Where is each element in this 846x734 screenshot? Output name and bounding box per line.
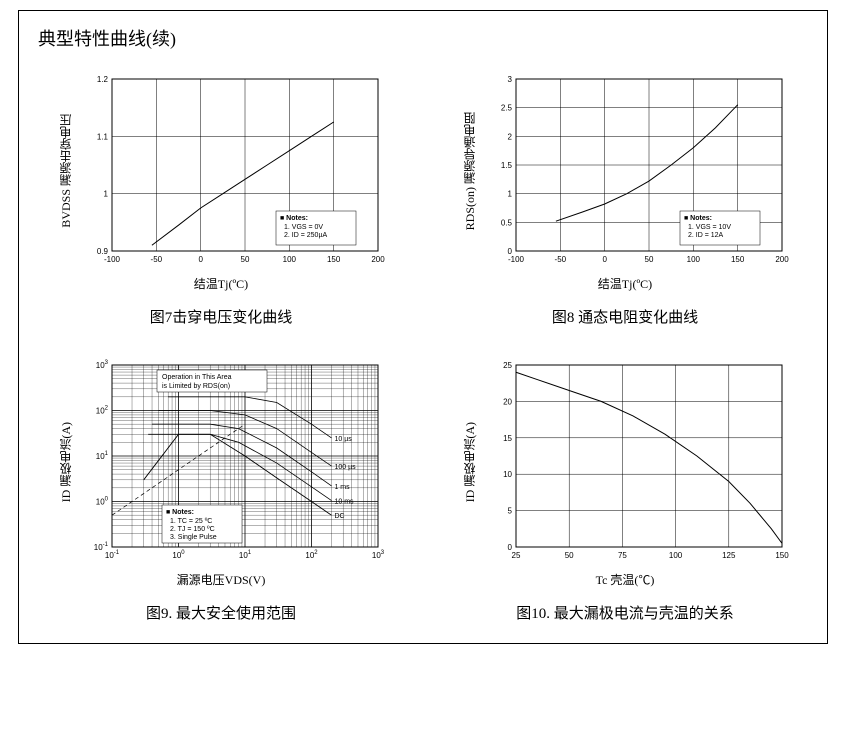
fig7-xlabel: 结温Tj(ºC) [194, 275, 248, 292]
fig9-cell: ID 漏极电流(A) 10-110010110210310-1100101102… [34, 357, 408, 623]
chart-grid: BVDSS 漏源击穿电压 -100-500501001502000.911.11… [34, 71, 812, 623]
svg-text:0.9: 0.9 [96, 247, 108, 256]
svg-text:1 ms: 1 ms [334, 484, 350, 491]
svg-text:2. ID = 12A: 2. ID = 12A [688, 232, 724, 239]
fig9-xlabel: 漏源电压VDS(V) [177, 571, 266, 588]
svg-text:100 µs: 100 µs [334, 464, 356, 471]
svg-text:DC: DC [334, 513, 344, 520]
svg-text:1.2: 1.2 [96, 75, 108, 84]
svg-text:103: 103 [371, 550, 384, 560]
fig7-chart: -100 -50 0 50 100 150 200 0.9 1 1.1 1.2 ■ Notes: 1. … [76, 71, 386, 271]
svg-text:2.5: 2.5 [500, 104, 512, 113]
svg-text:is Limited by RDS(on): is Limited by RDS(on) [162, 383, 230, 390]
svg-text:2. ID = 250µA: 2. ID = 250µA [284, 232, 327, 239]
svg-text:10-1: 10-1 [104, 550, 119, 560]
svg-text:150: 150 [730, 255, 744, 264]
svg-text:1.1: 1.1 [96, 132, 108, 141]
fig7-ylabel: BVDSS 漏源击穿电压 [57, 114, 74, 228]
svg-text:100: 100 [668, 551, 682, 560]
fig10-cell: ID 漏极电流(A) 25 50 75 100 125 150 0 5 10 15 20 25 Tc … [438, 357, 812, 623]
svg-text:Operation in This Area: Operation in This Area [162, 374, 232, 381]
svg-text:10: 10 [503, 470, 512, 479]
svg-text:2. TJ = 150 ºC: 2. TJ = 150 ºC [170, 526, 215, 533]
fig10-chart: 25 50 75 100 125 150 0 5 10 15 20 25 [480, 357, 790, 567]
svg-text:1: 1 [103, 190, 108, 199]
svg-text:-100: -100 [103, 255, 120, 264]
svg-text:3: 3 [507, 75, 512, 84]
svg-text:-50: -50 [554, 255, 566, 264]
fig7-cell: BVDSS 漏源击穿电压 -100 -50 0 50 100 150 200 0.9 1 1.1 1… [34, 71, 408, 327]
fig9-caption: 图9. 最大安全使用范围 [146, 602, 296, 623]
fig9-ylabel: ID 漏极电流(A) [57, 422, 74, 502]
fig7-caption: 图7击穿电压变化曲线 [150, 306, 293, 327]
svg-text:5: 5 [507, 507, 512, 516]
svg-text:101: 101 [238, 550, 251, 560]
svg-text:102: 102 [305, 550, 318, 560]
svg-text:75: 75 [617, 551, 626, 560]
fig8-ylabel: RDS(on) 漏源导通电阻 [461, 112, 478, 230]
svg-text:100: 100 [686, 255, 700, 264]
svg-text:0: 0 [507, 543, 512, 552]
svg-text:50: 50 [644, 255, 653, 264]
fig8-chart: -100 -50 0 50 100 150 200 0 0.5 1 1.5 2 2.5 3 ■ Notes:… [480, 71, 790, 271]
svg-text:50: 50 [240, 255, 249, 264]
svg-text:10 ms: 10 ms [334, 499, 354, 506]
fig10-caption: 图10. 最大漏极电流与壳温的关系 [516, 602, 734, 623]
svg-text:3. Single Pulse: 3. Single Pulse [170, 534, 217, 541]
svg-text:-100: -100 [507, 255, 524, 264]
svg-text:103: 103 [95, 360, 108, 370]
svg-text:150: 150 [326, 255, 340, 264]
svg-text:0: 0 [602, 255, 607, 264]
svg-text:100: 100 [282, 255, 296, 264]
svg-text:1. VGS = 10V: 1. VGS = 10V [688, 224, 731, 231]
svg-text:200: 200 [775, 255, 789, 264]
svg-text:0: 0 [507, 247, 512, 256]
fig8-caption: 图8 通态电阻变化曲线 [552, 306, 698, 327]
svg-text:20: 20 [503, 397, 512, 406]
svg-text:150: 150 [775, 551, 789, 560]
svg-text:-50: -50 [150, 255, 162, 264]
svg-text:■ Notes:: ■ Notes: [280, 215, 308, 222]
svg-text:102: 102 [95, 406, 108, 416]
svg-text:200: 200 [371, 255, 385, 264]
fig8-xlabel: 结温Tj(ºC) [598, 275, 652, 292]
svg-text:1.5: 1.5 [500, 161, 512, 170]
svg-text:0: 0 [198, 255, 203, 264]
svg-text:■ Notes:: ■ Notes: [684, 215, 712, 222]
svg-text:101: 101 [95, 451, 108, 461]
fig9-chart: 10-110010110210310-110010110210310 µs100… [76, 357, 386, 567]
svg-text:125: 125 [722, 551, 736, 560]
svg-text:100: 100 [95, 497, 108, 507]
svg-text:25: 25 [511, 551, 520, 560]
svg-text:25: 25 [503, 361, 512, 370]
svg-text:10 µs: 10 µs [334, 436, 352, 443]
svg-text:1. VGS = 0V: 1. VGS = 0V [284, 224, 323, 231]
page-container: 典型特性曲线(续) BVDSS 漏源击穿电压 -100-500501001502… [18, 10, 828, 644]
page-title: 典型特性曲线(续) [38, 25, 812, 51]
svg-text:100: 100 [172, 550, 185, 560]
svg-text:■ Notes:: ■ Notes: [166, 509, 194, 516]
fig8-cell: RDS(on) 漏源导通电阻 -100 -50 0 50 100 150 200 0 0.5 1 1… [438, 71, 812, 327]
fig10-ylabel: ID 漏极电流(A) [461, 422, 478, 502]
svg-text:0.5: 0.5 [500, 218, 512, 227]
fig10-xlabel: Tc 壳温(℃) [596, 571, 655, 588]
svg-text:1: 1 [507, 190, 512, 199]
svg-text:15: 15 [503, 434, 512, 443]
svg-text:1. TC = 25 ºC: 1. TC = 25 ºC [170, 518, 212, 525]
svg-text:2: 2 [507, 132, 512, 141]
svg-text:50: 50 [564, 551, 573, 560]
